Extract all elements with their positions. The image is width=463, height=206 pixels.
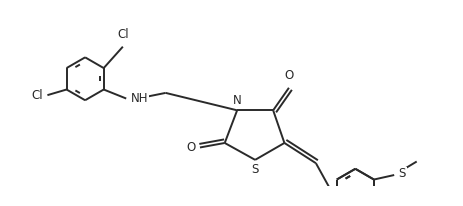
Text: NH: NH: [131, 92, 148, 105]
Text: Cl: Cl: [117, 28, 129, 41]
Text: Cl: Cl: [31, 89, 43, 102]
Text: O: O: [284, 69, 294, 82]
Text: N: N: [233, 94, 242, 107]
Text: S: S: [399, 167, 406, 180]
Text: S: S: [251, 163, 259, 176]
Text: O: O: [186, 141, 195, 154]
